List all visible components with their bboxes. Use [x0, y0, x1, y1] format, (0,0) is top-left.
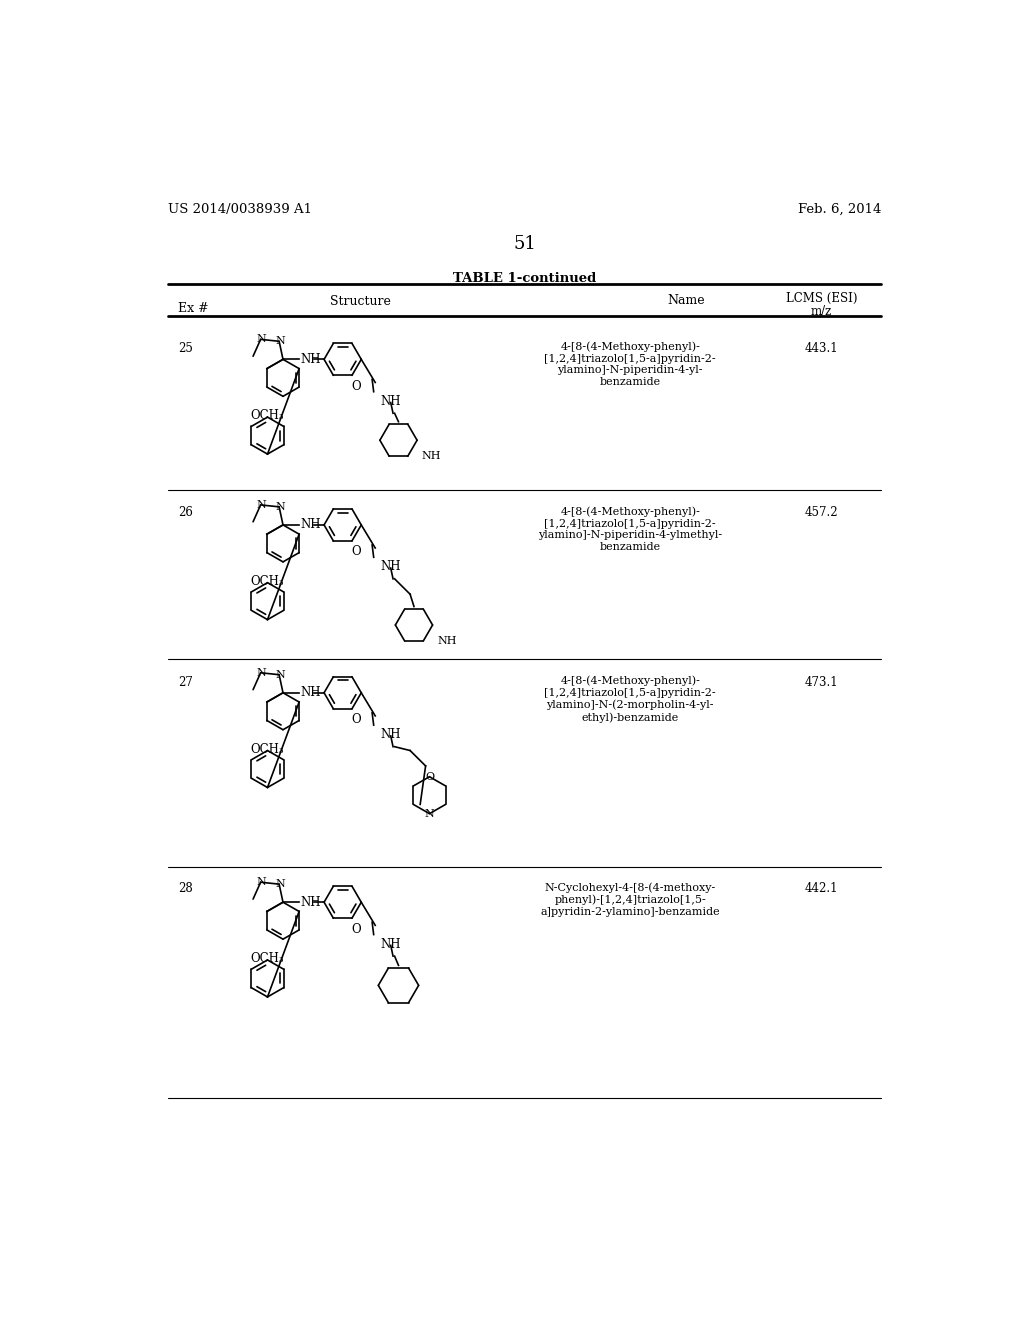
Text: 442.1: 442.1 — [805, 882, 839, 895]
Text: Structure: Structure — [330, 296, 391, 309]
Text: Feb. 6, 2014: Feb. 6, 2014 — [798, 203, 882, 216]
Text: N: N — [275, 502, 285, 512]
Text: O: O — [425, 772, 434, 781]
Text: NH: NH — [381, 561, 401, 573]
Text: N: N — [425, 809, 434, 818]
Text: NH: NH — [437, 636, 457, 645]
Text: O: O — [351, 923, 361, 936]
Text: 473.1: 473.1 — [805, 676, 839, 689]
Text: NH: NH — [300, 519, 321, 532]
Text: NH: NH — [300, 686, 321, 700]
Text: N: N — [257, 878, 266, 887]
Text: 27: 27 — [178, 676, 194, 689]
Text: O: O — [351, 380, 361, 393]
Text: OCH₃: OCH₃ — [251, 743, 285, 756]
Text: 4-[8-(4-Methoxy-phenyl)-
[1,2,4]triazolo[1,5-a]pyridin-2-
ylamino]-N-piperidin-4: 4-[8-(4-Methoxy-phenyl)- [1,2,4]triazolo… — [545, 342, 716, 387]
Text: m/z: m/z — [811, 305, 833, 318]
Text: 51: 51 — [513, 235, 537, 253]
Text: OCH₃: OCH₃ — [251, 409, 285, 422]
Text: NH: NH — [422, 451, 441, 461]
Text: LCMS (ESI): LCMS (ESI) — [785, 293, 857, 305]
Text: NH: NH — [381, 729, 401, 742]
Text: NH: NH — [381, 395, 401, 408]
Text: Name: Name — [668, 294, 705, 308]
Text: N: N — [275, 879, 285, 890]
Text: O: O — [351, 545, 361, 558]
Text: 443.1: 443.1 — [805, 342, 839, 355]
Text: 4-[8-(4-Methoxy-phenyl)-
[1,2,4]triazolo[1,5-a]pyridin-2-
ylamino]-N-(2-morpholi: 4-[8-(4-Methoxy-phenyl)- [1,2,4]triazolo… — [545, 676, 716, 722]
Text: 26: 26 — [178, 507, 194, 520]
Text: N: N — [257, 668, 266, 677]
Text: O: O — [351, 713, 361, 726]
Text: 25: 25 — [178, 342, 194, 355]
Text: NH: NH — [381, 937, 401, 950]
Text: 4-[8-(4-Methoxy-phenyl)-
[1,2,4]triazolo[1,5-a]pyridin-2-
ylamino]-N-piperidin-4: 4-[8-(4-Methoxy-phenyl)- [1,2,4]triazolo… — [539, 507, 722, 552]
Text: US 2014/0038939 A1: US 2014/0038939 A1 — [168, 203, 312, 216]
Text: N: N — [257, 500, 266, 510]
Text: N-Cyclohexyl-4-[8-(4-methoxy-
phenyl)-[1,2,4]triazolo[1,5-
a]pyridin-2-ylamino]-: N-Cyclohexyl-4-[8-(4-methoxy- phenyl)-[1… — [541, 882, 720, 916]
Text: OCH₃: OCH₃ — [251, 576, 285, 587]
Text: NH: NH — [300, 352, 321, 366]
Text: TABLE 1-continued: TABLE 1-continued — [454, 272, 596, 285]
Text: Ex #: Ex # — [178, 302, 209, 314]
Text: 28: 28 — [178, 882, 194, 895]
Text: N: N — [257, 334, 266, 345]
Text: N: N — [275, 669, 285, 680]
Text: NH: NH — [300, 896, 321, 908]
Text: N: N — [275, 337, 285, 346]
Text: 457.2: 457.2 — [805, 507, 839, 520]
Text: OCH₃: OCH₃ — [251, 952, 285, 965]
